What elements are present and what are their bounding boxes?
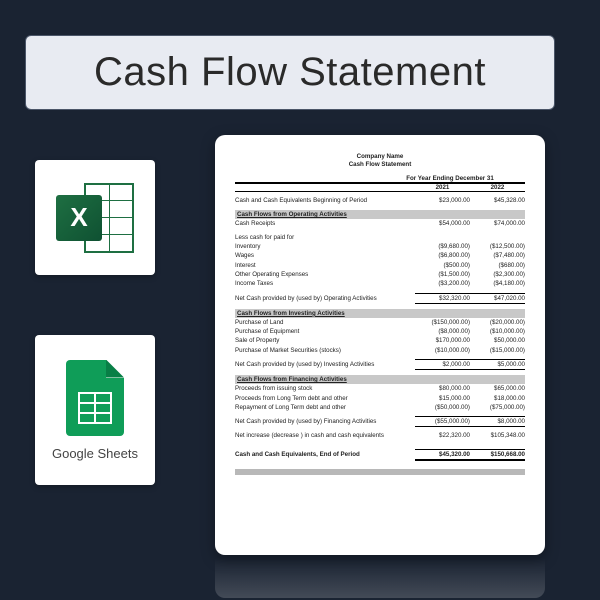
- begin-y2: $45,328.00: [470, 196, 525, 205]
- investing-label: Sale of Property: [235, 336, 415, 345]
- document-preview[interactable]: Company Name Cash Flow Statement For Yea…: [215, 135, 545, 555]
- investing-row: Purchase of Equipment($8,000.00)($10,000…: [235, 327, 525, 336]
- period-label: For Year Ending December 31: [375, 175, 525, 182]
- excel-app-card[interactable]: X: [35, 160, 155, 275]
- year-1: 2021: [415, 184, 470, 191]
- less-cash-label: Less cash for paid for: [235, 233, 415, 242]
- investing-row: Purchase of Market Securities (stocks)($…: [235, 346, 525, 355]
- financing-row: Proceeds from Long Term debt and other$1…: [235, 394, 525, 403]
- doc-subtitle: Cash Flow Statement: [235, 161, 525, 169]
- document-reflection: [215, 558, 545, 598]
- ending-label: Cash and Cash Equivalents, End of Period: [235, 450, 415, 459]
- title-card: Cash Flow Statement: [25, 35, 555, 110]
- year-2: 2022: [470, 184, 525, 191]
- operating-row: Wages($6,800.00)($7,480.00): [235, 251, 525, 260]
- financing-header: Cash Flows from Financing Activities: [235, 375, 525, 384]
- operating-label: Inventory: [235, 242, 415, 251]
- operating-label: Income Taxes: [235, 279, 415, 288]
- financing-row: Repayment of Long Term debt and other($5…: [235, 403, 525, 412]
- investing-row: Sale of Property$170,000.00$50,000.00: [235, 336, 525, 345]
- investing-label: Purchase of Land: [235, 318, 415, 327]
- sheets-icon: [66, 360, 124, 436]
- op-net-label: Net Cash provided by (used by) Operating…: [235, 294, 415, 303]
- begin-label: Cash and Cash Equivalents Beginning of P…: [235, 196, 415, 205]
- sheets-label: Google Sheets: [52, 446, 138, 461]
- investing-header: Cash Flows from Investing Activities: [235, 309, 525, 318]
- financing-label: Repayment of Long Term debt and other: [235, 403, 415, 412]
- operating-row: Inventory($9,680.00)($12,500.00): [235, 242, 525, 251]
- excel-icon: X: [56, 179, 134, 257]
- excel-letter: X: [56, 195, 102, 241]
- doc-company: Company Name: [235, 153, 525, 161]
- fin-net-label: Net Cash provided by (used by) Financing…: [235, 417, 415, 426]
- investing-label: Purchase of Equipment: [235, 327, 415, 336]
- sheets-app-card[interactable]: Google Sheets: [35, 335, 155, 485]
- begin-y1: $23,000.00: [415, 196, 470, 205]
- cash-receipts-label: Cash Receipts: [235, 219, 415, 228]
- operating-label: Interest: [235, 261, 415, 270]
- operating-row: Other Operating Expenses($1,500.00)($2,3…: [235, 270, 525, 279]
- financing-label: Proceeds from issuing stock: [235, 384, 415, 393]
- net-change-label: Net increase (decrease ) in cash and cas…: [235, 431, 415, 440]
- operating-header: Cash Flows from Operating Activities: [235, 210, 525, 219]
- operating-row: Income Taxes($3,200.00)($4,180.00): [235, 279, 525, 288]
- investing-row: Purchase of Land($150,000.00)($20,000.00…: [235, 318, 525, 327]
- operating-label: Other Operating Expenses: [235, 270, 415, 279]
- footer-bar: [235, 469, 525, 475]
- financing-label: Proceeds from Long Term debt and other: [235, 394, 415, 403]
- inv-net-label: Net Cash provided by (used by) Investing…: [235, 360, 415, 369]
- page-title: Cash Flow Statement: [94, 50, 486, 95]
- operating-row: Interest($500.00)($680.00): [235, 261, 525, 270]
- financing-row: Proceeds from issuing stock$80,000.00$65…: [235, 384, 525, 393]
- investing-label: Purchase of Market Securities (stocks): [235, 346, 415, 355]
- operating-label: Wages: [235, 251, 415, 260]
